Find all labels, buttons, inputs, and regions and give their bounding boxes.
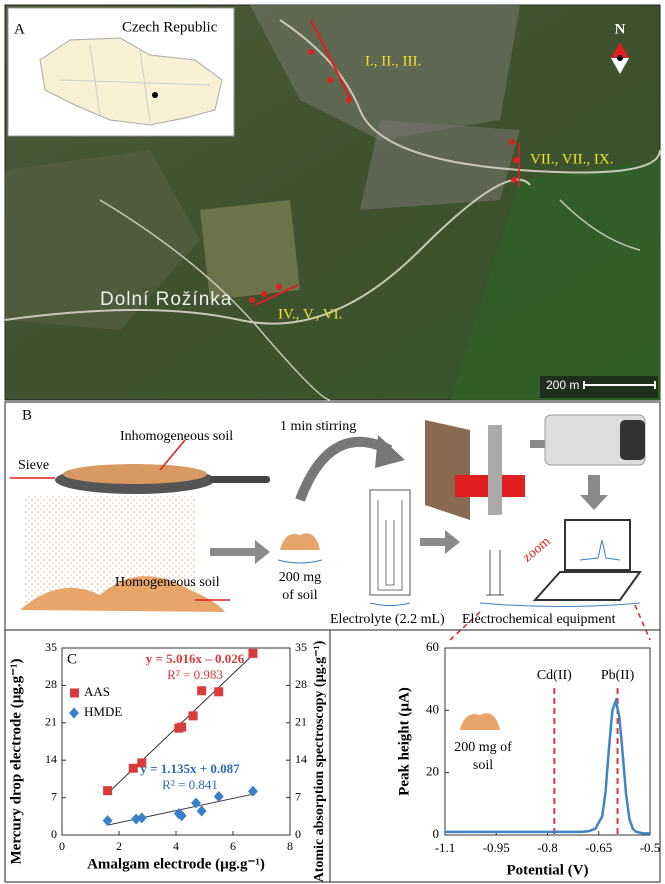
x-tick-label: -0.8 — [537, 840, 558, 855]
trendline — [108, 794, 253, 825]
y2-tick-label: 35 — [295, 640, 307, 654]
map-field — [200, 200, 300, 300]
x-axis-title: Potential (V) — [506, 862, 588, 878]
site-dot — [346, 97, 352, 103]
site-dot — [327, 77, 333, 83]
label: Inhomogeneous soil — [120, 429, 233, 444]
y-axis-title: Peak height (µA) — [396, 687, 412, 796]
y2-tick-label: 14 — [295, 752, 307, 766]
legend-label: HMDE — [84, 704, 122, 719]
inset-label: 200 mg of — [454, 740, 512, 755]
equation: y = 1.135x + 0.087 — [140, 761, 240, 776]
y2-tick-label: 28 — [295, 677, 307, 691]
x-tick-label: 4 — [173, 839, 179, 853]
legend-marker — [70, 689, 79, 698]
label: Sieve — [18, 458, 49, 473]
site-label: I., II., III. — [365, 53, 421, 69]
x-tick-label: -0.95 — [483, 840, 510, 855]
y-tick-label: 14 — [45, 752, 57, 766]
label: 1 min stirring — [280, 419, 356, 434]
scale-label: 200 m — [546, 378, 579, 392]
panel-label: B — [22, 407, 32, 423]
site-label: VII., VII., IX. — [530, 151, 613, 167]
soil-in-sieve — [63, 464, 207, 484]
y-tick-label: 21 — [45, 715, 57, 729]
x-tick-label: -1.1 — [435, 840, 456, 855]
stand — [425, 420, 470, 520]
y-tick-label: 20 — [426, 764, 439, 779]
north-arrow — [617, 55, 623, 61]
marker-label: Cd(II) — [537, 668, 572, 683]
y2-tick-label: 21 — [295, 715, 307, 729]
point — [197, 686, 206, 695]
y-tick-label: 60 — [426, 639, 439, 654]
y-tick-label: 35 — [45, 640, 57, 654]
electrode-head — [488, 425, 502, 515]
y-tick-label: 0 — [51, 827, 57, 841]
marker-label: Pb(II) — [601, 668, 635, 683]
soil-icon — [460, 713, 500, 730]
y-axis-title: Mercury drop electrode (µg.g⁻¹) — [8, 658, 24, 864]
point — [177, 723, 186, 732]
sieve-handle — [210, 476, 270, 483]
panel-label: C — [67, 651, 77, 667]
map-area — [360, 120, 520, 210]
site-dot — [261, 291, 267, 297]
equation: R² = 0.983 — [167, 667, 223, 682]
page: {"figure": { "panel_a": {"label": "A", "… — [0, 0, 665, 884]
point — [189, 711, 198, 720]
legend-label: AAS — [84, 684, 110, 699]
x-tick-label: 2 — [116, 839, 122, 853]
point — [197, 805, 207, 816]
site-dot — [249, 297, 255, 303]
equation: R² = 0.841 — [162, 777, 218, 792]
panel-label: A — [14, 21, 25, 37]
y-tick-label: 0 — [433, 826, 440, 841]
site-dot — [509, 139, 515, 145]
north-label: N — [615, 21, 626, 37]
village-label: Dolní Rožínka — [100, 289, 232, 310]
y-tick-label: 40 — [426, 701, 439, 716]
point — [248, 649, 257, 658]
y2-axis-title: Atomic absorption spectroscopy (µg.g⁻¹) — [312, 640, 327, 882]
map-panel: A Czech Republic N I., II., III. VII., V… — [5, 5, 660, 400]
y-tick-label: 7 — [51, 789, 57, 803]
x-tick-label: -0.65 — [585, 840, 612, 855]
point — [129, 764, 138, 773]
label: Electrolyte (2.2 mL) — [330, 612, 445, 627]
figure: A Czech Republic N I., II., III. VII., V… — [0, 0, 665, 884]
x-tick-label: -0.5 — [640, 840, 661, 855]
inset-label: soil — [473, 758, 493, 773]
site-dot — [308, 49, 314, 55]
site-dot — [513, 157, 519, 163]
site-dot — [276, 284, 282, 290]
y2-tick-label: 0 — [295, 827, 301, 841]
x-tick-label: 6 — [230, 839, 236, 853]
equation: y = 5.016x – 0.026 — [146, 651, 245, 666]
site-label: IV., V., VI. — [278, 306, 342, 322]
location-dot — [152, 92, 158, 98]
x-tick-label: 0 — [59, 839, 65, 853]
point — [103, 786, 112, 795]
workflow-panel: B Sieve Inhomogeneous soil Homogeneous s… — [5, 402, 660, 640]
inset-title: Czech Republic — [122, 19, 218, 35]
label: of soil — [282, 588, 318, 603]
point — [214, 687, 223, 696]
y-tick-label: 28 — [45, 677, 57, 691]
x-axis-title: Amalgam electrode (µg.g⁻¹) — [87, 856, 265, 872]
potentiostat-front — [620, 420, 645, 460]
y2-tick-label: 7 — [295, 789, 301, 803]
label: 200 mg — [279, 570, 321, 585]
x-tick-label: 8 — [287, 839, 293, 853]
legend-marker — [69, 708, 79, 719]
label: Electrochemical equipment — [462, 612, 616, 627]
label: Homogeneous soil — [115, 575, 220, 590]
laptop-screen — [565, 520, 630, 570]
site-dot — [511, 177, 517, 183]
